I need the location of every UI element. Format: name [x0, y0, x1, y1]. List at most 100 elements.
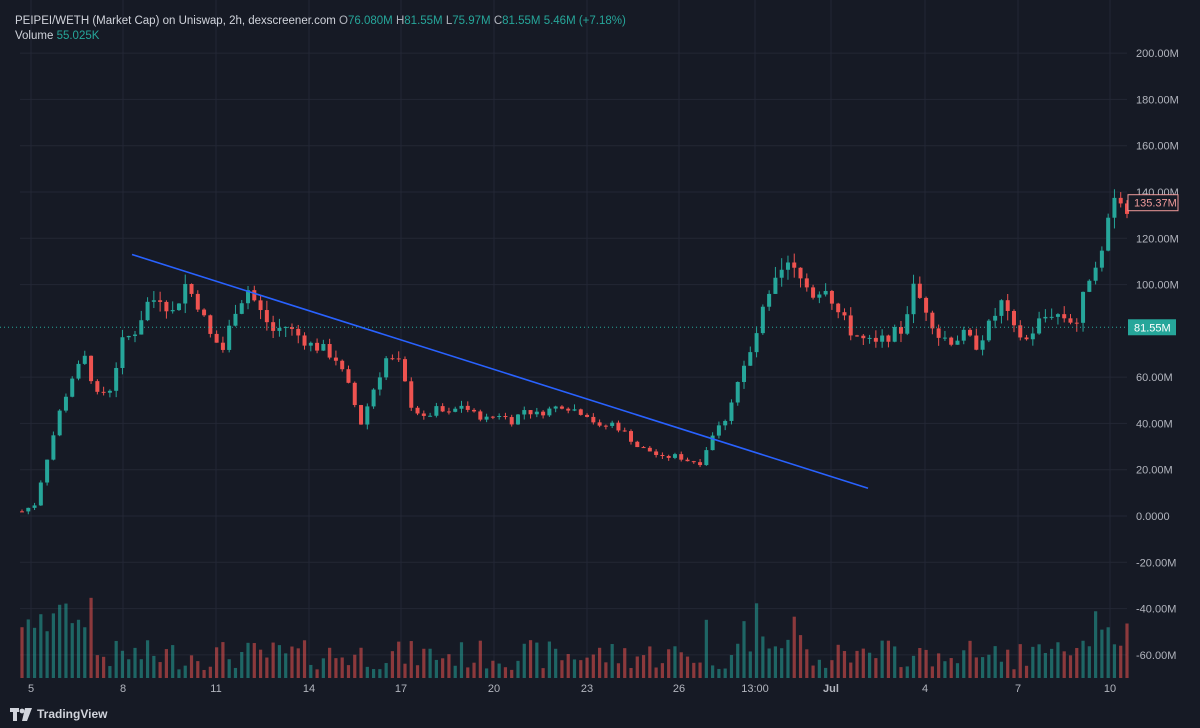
volume-bar: [773, 646, 778, 678]
volume-bar: [409, 641, 413, 678]
candle-body: [434, 406, 439, 416]
volume-bar: [528, 640, 533, 678]
price-axis[interactable]: 200.00M180.00M160.00M140.00M120.00M100.0…: [1136, 48, 1179, 662]
volume-bar: [861, 648, 865, 678]
candle-body: [409, 381, 414, 408]
candle-body: [961, 329, 966, 341]
volume-bar: [83, 627, 87, 678]
candle-body: [980, 340, 985, 350]
candle-body: [1043, 316, 1048, 319]
volume-bar: [711, 665, 715, 678]
volume-bar: [560, 660, 564, 678]
candle-body: [811, 287, 816, 298]
candles: [20, 189, 1129, 515]
candle-body: [534, 411, 539, 415]
candle-body: [365, 406, 370, 425]
volume-bar: [485, 668, 489, 678]
volume-bar: [585, 657, 589, 678]
volume-bar: [189, 655, 194, 678]
time-axis-label: 14: [303, 683, 315, 695]
price-tags: 135.37M 81.55M: [1127, 194, 1179, 336]
candle-body: [817, 294, 822, 298]
volume-bar: [76, 619, 81, 678]
volume-bar: [955, 663, 960, 678]
candle-body: [195, 293, 200, 310]
volume-bar: [145, 640, 150, 678]
candle-body: [472, 409, 477, 412]
candle-body: [559, 406, 564, 409]
time-axis-label: 13:00: [741, 683, 769, 695]
candle-body: [189, 283, 194, 294]
volume-bar: [547, 641, 551, 678]
volume-bar: [717, 668, 721, 678]
volume-bar: [679, 652, 683, 678]
volume-bar: [949, 658, 953, 678]
volume-bar: [139, 659, 143, 678]
candle-body: [384, 358, 389, 378]
candle-body: [804, 278, 809, 288]
volume-bar: [729, 655, 734, 678]
candle-body: [698, 462, 703, 466]
candle-body: [509, 417, 514, 425]
candle-body: [490, 416, 495, 418]
volume-bar: [428, 648, 432, 678]
volume-bar: [742, 621, 746, 678]
volume-bar: [849, 662, 853, 678]
volume-bar: [265, 657, 269, 678]
time-axis-label: 11: [210, 683, 221, 695]
candle-body: [26, 507, 31, 512]
price-axis-label: 20.00M: [1136, 465, 1173, 477]
volume-bar: [754, 603, 759, 678]
volume-bar: [554, 648, 558, 678]
candle-body: [465, 405, 470, 410]
candle-body: [1118, 197, 1123, 204]
candle-body: [120, 337, 125, 368]
volume-bar: [158, 662, 162, 678]
tradingview-logo[interactable]: TradingView: [10, 707, 107, 721]
volume-bar: [208, 666, 212, 678]
candle-body: [955, 340, 960, 345]
candle-body: [873, 337, 878, 342]
candle-body: [767, 293, 772, 307]
volume-bar: [1094, 611, 1098, 678]
candle-body: [246, 290, 251, 304]
candle-body: [277, 327, 282, 331]
volume-bar: [836, 644, 840, 678]
volume-bar: [987, 654, 991, 678]
candle-body: [258, 300, 263, 311]
volume-bar: [805, 649, 809, 678]
price-chart[interactable]: 200.00M180.00M160.00M140.00M120.00M100.0…: [0, 0, 1200, 698]
candle-body: [748, 352, 753, 366]
volume-bar: [422, 648, 426, 678]
candle-body: [428, 415, 433, 417]
candle-body: [679, 454, 684, 460]
candle-body: [1018, 325, 1023, 338]
price-axis-label: 40.00M: [1136, 418, 1173, 430]
last-price-tag-text: 135.37M: [1134, 198, 1177, 210]
chart-area[interactable]: 200.00M 180.00M 160.00M 140.00M 120.00M 100.0…: [0, 0, 1200, 698]
volume-bar: [1075, 647, 1079, 678]
candle-body: [553, 406, 558, 409]
time-axis[interactable]: 5 8 11 14 17 20 23 26 13:00 Jul 4 7 10: [28, 683, 1116, 695]
candle-body: [352, 382, 357, 406]
open-label: O: [339, 15, 348, 27]
volume-bar: [127, 659, 131, 678]
candle-body: [220, 342, 225, 350]
candle-body: [716, 425, 721, 436]
high-value: 81.55M: [404, 15, 443, 27]
candle-body: [578, 409, 583, 415]
volume-bar: [51, 613, 55, 678]
candle-body: [390, 358, 395, 360]
candle-body: [340, 360, 345, 370]
candle-body: [51, 435, 56, 460]
volume-bar: [591, 654, 595, 678]
price-axis-label: 100.00M: [1136, 280, 1179, 292]
candle-body: [359, 405, 364, 425]
candle-body: [754, 333, 759, 353]
candle-body: [591, 416, 596, 423]
candle-body: [930, 312, 935, 329]
volume-bar: [45, 631, 49, 678]
footer: [0, 698, 1200, 728]
volume-bar: [893, 646, 897, 678]
trendline[interactable]: [131, 253, 869, 489]
